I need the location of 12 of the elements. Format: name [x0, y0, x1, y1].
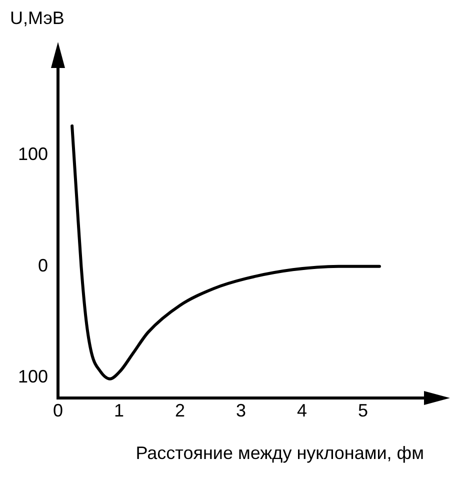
y-tick-label: 100 [18, 366, 48, 387]
y-tick-label: 100 [18, 144, 48, 164]
y-tick-label: 0 [38, 255, 48, 276]
x-tick-label: 4 [297, 400, 308, 421]
x-tick-label: 3 [236, 400, 246, 421]
x-tick-label: 0 [53, 400, 64, 421]
x-axis-title: Расстояние между нуклонами, фм [136, 443, 424, 464]
x-tick-label: 1 [114, 400, 124, 421]
x-tick-label: 2 [175, 400, 186, 421]
x-tick-label: 5 [358, 400, 368, 421]
y-axis-title: U,МэВ [10, 8, 64, 28]
line-series [70, 124, 381, 380]
